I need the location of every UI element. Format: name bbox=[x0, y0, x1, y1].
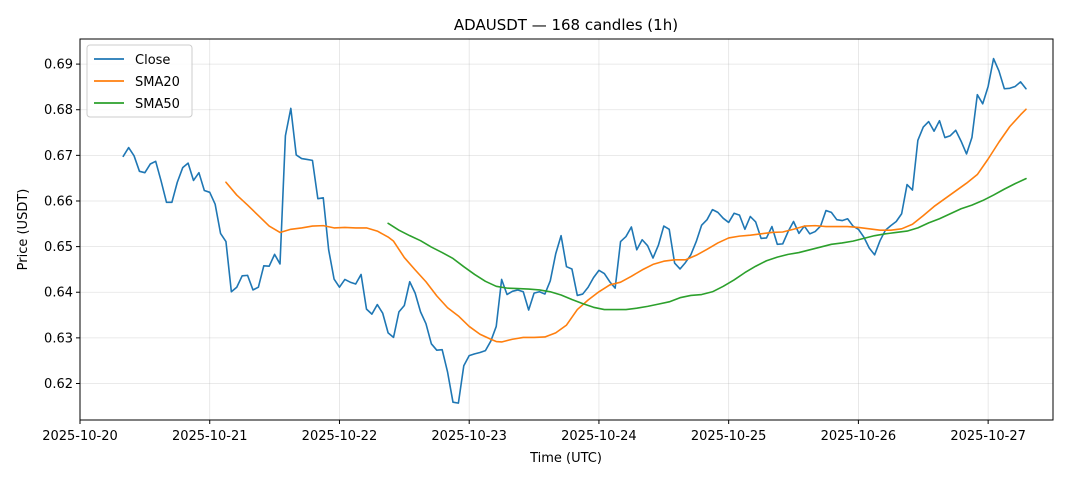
x-axis-label: Time (UTC) bbox=[529, 451, 602, 466]
x-tick-label: 2025-10-27 bbox=[950, 429, 1026, 444]
x-tick-label: 2025-10-26 bbox=[821, 429, 897, 444]
legend-label-close: Close bbox=[135, 53, 170, 68]
plot-area bbox=[79, 38, 1054, 421]
legend-box bbox=[86, 44, 193, 118]
x-tick-label: 2025-10-25 bbox=[691, 429, 767, 444]
y-tick-label: 0.66 bbox=[44, 194, 73, 209]
y-axis-label: Price (USDT) bbox=[16, 189, 31, 271]
x-tick-label: 2025-10-20 bbox=[42, 429, 118, 444]
chart-title: ADAUSDT — 168 candles (1h) bbox=[454, 16, 678, 34]
y-tick-label: 0.67 bbox=[44, 149, 73, 164]
y-axis: 0.62 0.63 0.64 0.65 0.66 0.67 0.68 0.69 bbox=[44, 58, 80, 392]
legend: Close SMA20 SMA50 bbox=[86, 44, 193, 118]
y-tick-label: 0.64 bbox=[44, 286, 73, 301]
x-axis: 2025-10-20 2025-10-21 2025-10-22 2025-10-23… bbox=[42, 420, 1026, 444]
series-line-sma20 bbox=[225, 108, 1027, 343]
x-tick-label: 2025-10-22 bbox=[302, 429, 378, 444]
x-tick-label: 2025-10-23 bbox=[431, 429, 507, 444]
legend-label-sma50: SMA50 bbox=[135, 97, 180, 112]
series-line-close bbox=[122, 57, 1027, 404]
legend-label-sma20: SMA20 bbox=[135, 75, 180, 90]
grid-lines bbox=[79, 39, 1053, 420]
y-tick-label: 0.68 bbox=[44, 103, 73, 118]
x-tick-label: 2025-10-24 bbox=[561, 429, 637, 444]
x-tick-label: 2025-10-21 bbox=[172, 429, 248, 444]
y-tick-label: 0.69 bbox=[44, 58, 73, 73]
y-tick-label: 0.62 bbox=[44, 377, 73, 392]
y-tick-label: 0.65 bbox=[44, 240, 73, 255]
series-layer bbox=[122, 57, 1027, 404]
y-tick-label: 0.63 bbox=[44, 331, 73, 346]
series-line-sma50 bbox=[387, 177, 1027, 311]
